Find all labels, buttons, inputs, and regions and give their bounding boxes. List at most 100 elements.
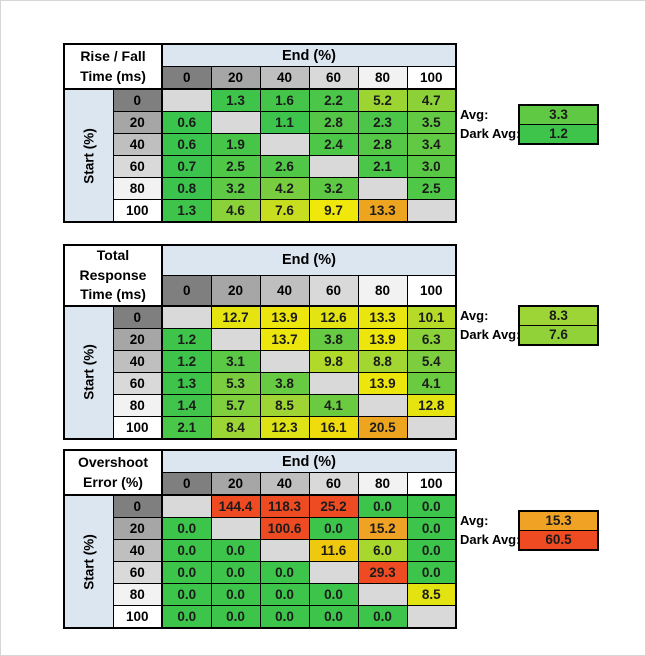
data-cell: 5.7 xyxy=(210,393,261,417)
data-cell: 2.8 xyxy=(357,133,408,156)
avg-label: Avg: xyxy=(460,107,489,122)
data-cell: 100.6 xyxy=(259,517,310,540)
row-header: 40 xyxy=(112,133,163,156)
data-cell: 0.0 xyxy=(210,605,261,629)
dark-avg-label: Dark Avg: xyxy=(460,126,521,141)
data-cell: 9.8 xyxy=(308,349,359,373)
data-row: 60 0.7 2.5 2.6 2.1 3.0 xyxy=(64,155,457,178)
column-header: 60 xyxy=(308,66,359,90)
data-cell: 15.2 xyxy=(357,517,408,540)
data-row: 100 1.3 4.6 7.6 9.7 13.3 xyxy=(64,199,457,223)
data-cell: 8.5 xyxy=(259,393,310,417)
row-header: 80 xyxy=(112,393,163,417)
avg-label: Avg: xyxy=(460,513,489,528)
col-axis-label: End (%) xyxy=(161,43,457,67)
row-header: 0 xyxy=(112,305,163,329)
data-cell: 13.7 xyxy=(259,327,310,351)
data-row: Start (%) 0 1.3 1.6 2.2 5.2 4.7 xyxy=(63,88,457,223)
row-header: 20 xyxy=(112,111,163,134)
data-cell: 0.0 xyxy=(406,494,457,518)
heatmap-table-total-response-time: Total Response Time (ms) End (%) 0 20 40 60 80 1… xyxy=(63,244,457,440)
column-header: 80 xyxy=(357,66,408,90)
column-header-row: 0 20 40 60 80 100 xyxy=(64,66,457,90)
data-cell: 0.8 xyxy=(161,177,212,200)
data-cell: 13.3 xyxy=(357,199,408,223)
data-cell: 0.0 xyxy=(406,517,457,540)
data-cell: 0.7 xyxy=(161,155,212,178)
data-cell: 3.2 xyxy=(210,177,261,200)
row-header: 40 xyxy=(112,539,163,562)
diagonal-cell xyxy=(406,605,457,629)
data-cell: 3.2 xyxy=(308,177,359,200)
data-cell: 13.9 xyxy=(259,305,310,329)
data-cell: 3.0 xyxy=(406,155,457,178)
diagonal-cell xyxy=(357,177,408,200)
diagonal-cell xyxy=(161,494,212,518)
avg-value-box: 8.3 7.6 xyxy=(518,305,599,346)
row-header: 100 xyxy=(112,415,163,440)
data-cell: 7.6 xyxy=(259,199,310,223)
table-title-line2: Time (ms) xyxy=(80,67,146,84)
data-cell: 1.3 xyxy=(210,88,261,112)
data-cell: 144.4 xyxy=(210,494,261,518)
data-row: Start (%) 0 12.7 13.9 12.6 13.3 10.1 xyxy=(63,305,457,440)
diagonal-cell xyxy=(259,349,310,373)
column-header: 60 xyxy=(308,472,359,496)
data-cell: 8.5 xyxy=(406,583,457,606)
column-header: 0 xyxy=(161,274,212,307)
diagonal-cell xyxy=(357,393,408,417)
data-cell: 2.6 xyxy=(259,155,310,178)
heatmap-table-overshoot-error: Overshoot Error (%) End (%) 0 20 40 60 80 100 Sta… xyxy=(63,449,457,629)
avg-value: 15.3 xyxy=(520,512,597,530)
data-row: 100 2.1 8.4 12.3 16.1 20.5 xyxy=(64,415,457,440)
data-row: 20 0.0 100.6 0.0 15.2 0.0 xyxy=(64,517,457,540)
row-header: 100 xyxy=(112,605,163,629)
column-header: 40 xyxy=(259,274,310,307)
data-cell: 3.5 xyxy=(406,111,457,134)
row-header: 60 xyxy=(112,155,163,178)
row-axis-label: Start (%) xyxy=(81,533,97,590)
data-row: 60 1.3 5.3 3.8 13.9 4.1 xyxy=(64,371,457,395)
data-cell: 0.0 xyxy=(210,539,261,562)
data-cell: 0.0 xyxy=(406,539,457,562)
table-title-line1: Overshoot xyxy=(77,453,148,470)
table-title-line1: Rise / Fall xyxy=(80,47,146,64)
dark-avg-label: Dark Avg: xyxy=(460,532,521,547)
column-header: 0 xyxy=(161,472,212,496)
data-row: 40 0.0 0.0 11.6 6.0 0.0 xyxy=(64,539,457,562)
row-header: 100 xyxy=(112,199,163,223)
data-cell: 0.0 xyxy=(308,583,359,606)
data-cell: 13.9 xyxy=(357,371,408,395)
avg-value-box: 3.3 1.2 xyxy=(518,104,599,145)
table-block-overshoot-error: Overshoot Error (%) End (%) 0 20 40 60 80 100 Sta… xyxy=(63,449,599,629)
data-cell: 16.1 xyxy=(308,415,359,440)
diagonal-cell xyxy=(259,539,310,562)
diagonal-cell xyxy=(406,415,457,440)
diagonal-cell xyxy=(161,88,212,112)
data-cell: 1.4 xyxy=(161,393,212,417)
data-cell: 6.0 xyxy=(357,539,408,562)
data-cell: 0.0 xyxy=(357,494,408,518)
row-axis-cell: Start (%) xyxy=(63,88,114,223)
data-row: 20 1.2 13.7 3.8 13.9 6.3 xyxy=(64,327,457,351)
data-cell: 3.8 xyxy=(259,371,310,395)
data-cell: 0.0 xyxy=(308,517,359,540)
data-cell: 5.3 xyxy=(210,371,261,395)
dark-avg-label: Dark Avg: xyxy=(460,327,521,342)
column-header: 100 xyxy=(406,274,457,307)
data-cell: 4.1 xyxy=(406,371,457,395)
data-cell: 2.8 xyxy=(308,111,359,134)
data-cell: 0.6 xyxy=(161,111,212,134)
data-cell: 0.0 xyxy=(210,583,261,606)
data-cell: 29.3 xyxy=(357,561,408,584)
row-header: 20 xyxy=(112,327,163,351)
row-header: 80 xyxy=(112,177,163,200)
data-cell: 5.2 xyxy=(357,88,408,112)
data-cell: 0.0 xyxy=(259,561,310,584)
data-cell: 1.6 xyxy=(259,88,310,112)
table-block-total-response-time: Total Response Time (ms) End (%) 0 20 40 60 80 1… xyxy=(63,244,599,440)
data-cell: 0.0 xyxy=(161,539,212,562)
avg-label: Avg: xyxy=(460,308,489,323)
avg-value-box: 15.3 60.5 xyxy=(518,510,599,551)
